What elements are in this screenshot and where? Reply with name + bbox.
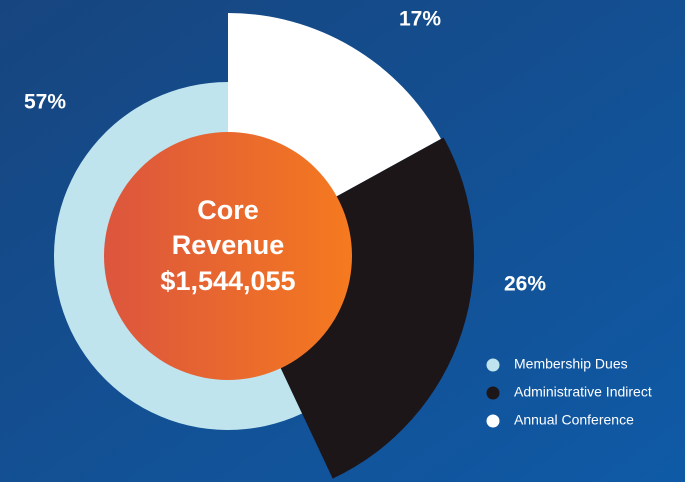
legend-label: Annual Conference: [514, 412, 634, 428]
legend-swatch: [486, 358, 500, 372]
legend-label: Membership Dues: [514, 356, 628, 372]
value-label: 17%: [399, 8, 441, 31]
center-text: Core: [197, 195, 259, 225]
center-text: $1,544,055: [160, 266, 295, 296]
center-circle: [104, 132, 352, 380]
value-label: 26%: [504, 273, 546, 296]
legend-swatch: [486, 414, 500, 428]
value-label: 57%: [24, 91, 66, 114]
legend-label: Administrative Indirect: [514, 384, 652, 400]
center-text: Revenue: [172, 230, 285, 260]
legend-swatch: [486, 386, 500, 400]
